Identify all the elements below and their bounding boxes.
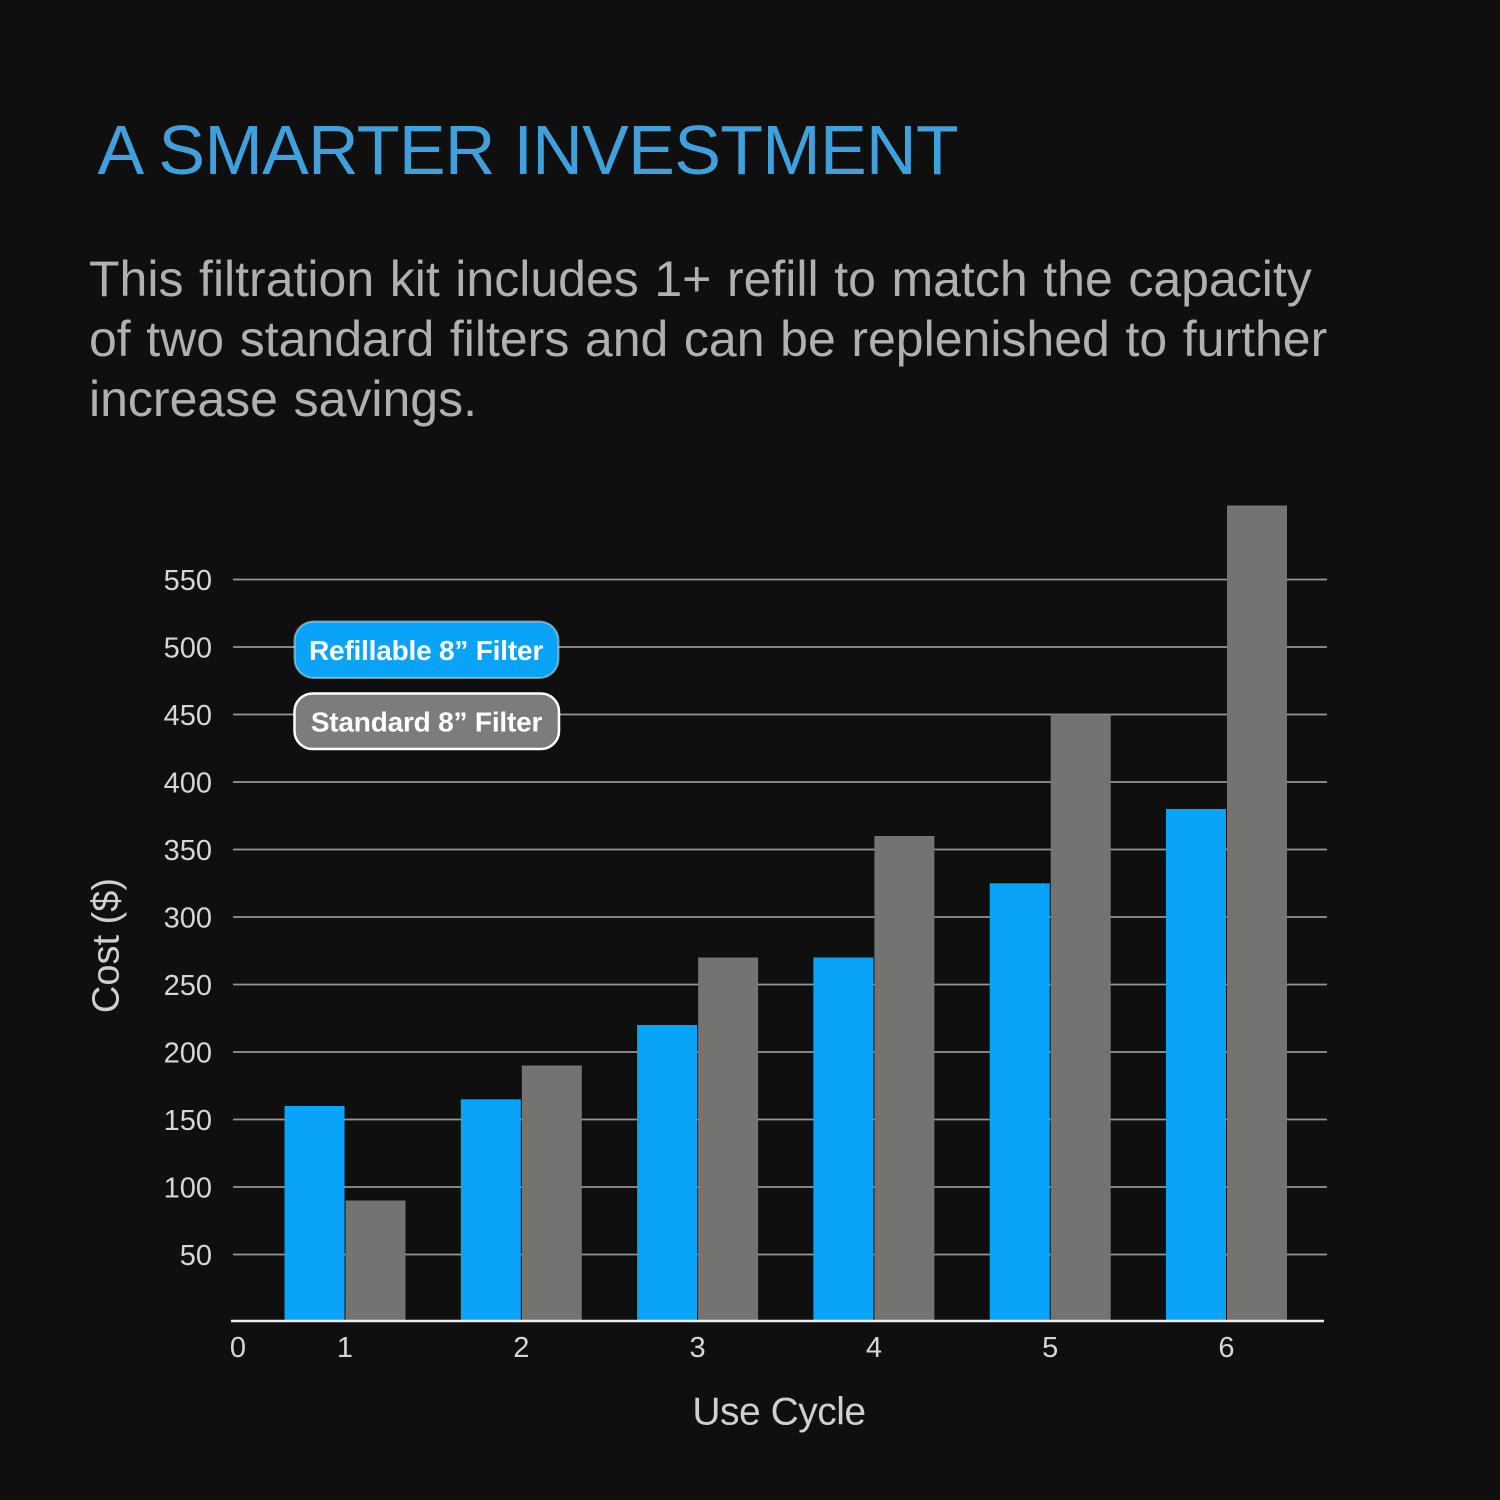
svg-text:5: 5 bbox=[1042, 1332, 1058, 1364]
svg-text:50: 50 bbox=[180, 1240, 212, 1272]
svg-text:250: 250 bbox=[164, 970, 212, 1002]
svg-text:400: 400 bbox=[164, 768, 212, 800]
svg-text:4: 4 bbox=[866, 1332, 882, 1364]
svg-text:6: 6 bbox=[1218, 1332, 1234, 1364]
svg-text:0: 0 bbox=[230, 1332, 246, 1364]
svg-text:Use Cycle: Use Cycle bbox=[692, 1391, 865, 1434]
svg-text:350: 350 bbox=[164, 835, 212, 867]
svg-text:3: 3 bbox=[690, 1332, 706, 1364]
svg-text:1: 1 bbox=[337, 1332, 353, 1364]
svg-text:Refillable 8” Filter: Refillable 8” Filter bbox=[309, 635, 543, 666]
svg-text:100: 100 bbox=[164, 1173, 212, 1205]
svg-text:150: 150 bbox=[164, 1105, 212, 1137]
svg-text:500: 500 bbox=[164, 633, 212, 665]
svg-text:450: 450 bbox=[164, 700, 212, 732]
svg-text:Standard 8” Filter: Standard 8” Filter bbox=[311, 707, 543, 738]
svg-text:200: 200 bbox=[164, 1038, 212, 1070]
svg-text:Cost ($): Cost ($) bbox=[86, 878, 128, 1013]
svg-text:A SMARTER INVESTMENT: A SMARTER INVESTMENT bbox=[98, 111, 958, 189]
svg-text:increase savings.: increase savings. bbox=[89, 371, 477, 427]
svg-text:of two standard filters and ca: of two standard filters and can be reple… bbox=[89, 311, 1327, 367]
svg-text:550: 550 bbox=[164, 565, 212, 597]
svg-text:2: 2 bbox=[513, 1332, 529, 1364]
svg-text:This filtration kit includes 1: This filtration kit includes 1+ refill t… bbox=[89, 251, 1312, 307]
svg-text:300: 300 bbox=[164, 903, 212, 935]
